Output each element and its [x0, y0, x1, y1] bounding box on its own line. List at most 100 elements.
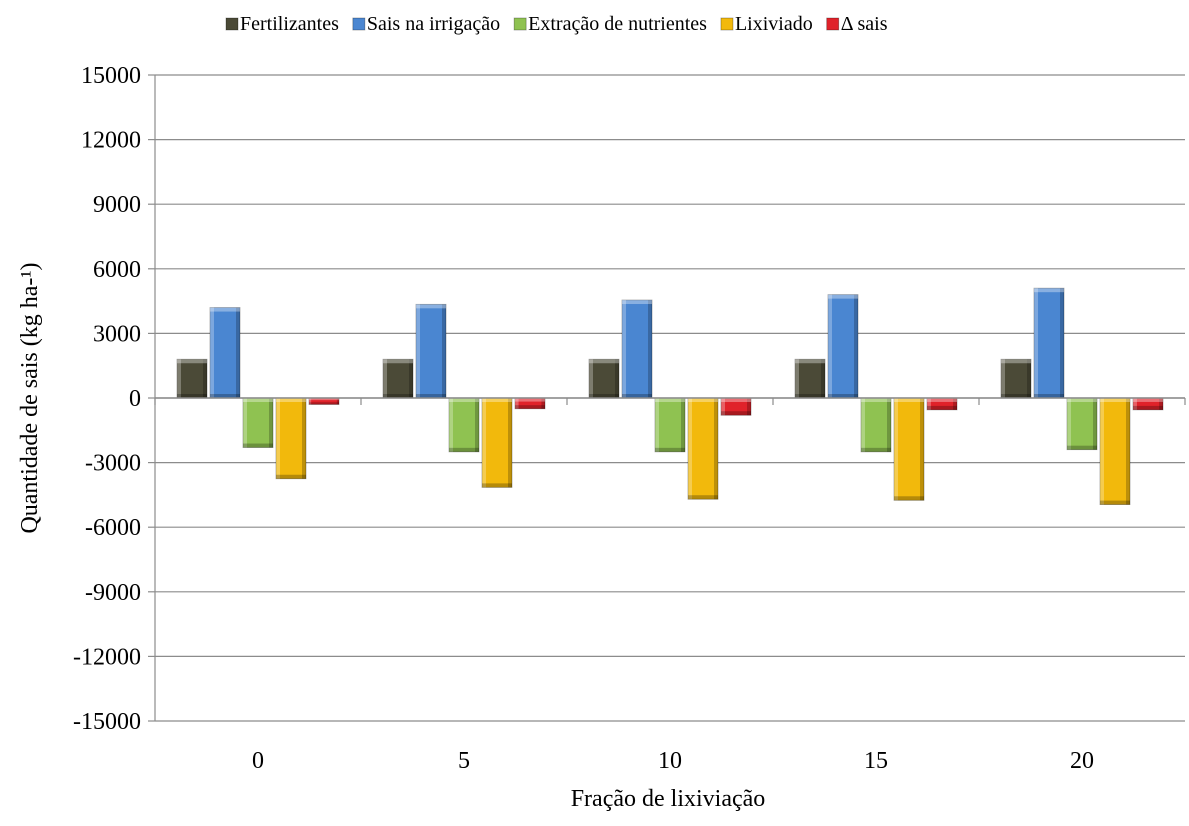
bar-extracao-de-nutrientes	[860, 397, 892, 453]
legend-swatch	[352, 17, 366, 31]
bar-extracao-de-nutrientes	[448, 397, 480, 453]
bar-bevel	[747, 398, 751, 416]
bar-bevel	[821, 359, 825, 398]
bar-fertilizantes-body	[176, 358, 208, 399]
bar-fertilizantes-body	[588, 358, 620, 399]
bar-bevel	[688, 495, 718, 500]
bar-lixiviado	[1099, 397, 1131, 505]
legend-label: Lixiviado	[735, 13, 813, 35]
legend-item-sais-na-irrigacao: Sais na irrigação	[352, 13, 500, 35]
legend-item-lixiviado: Lixiviado	[720, 13, 813, 35]
bar-extracao-de-nutrientes-body	[860, 397, 892, 453]
x-tick-label: 20	[1070, 748, 1094, 774]
bar-sais-na-irrigacao	[1033, 287, 1065, 399]
bar-bevel	[508, 398, 512, 488]
bar-bevel	[894, 398, 924, 402]
bar-bevel	[655, 398, 685, 402]
bar-bevel	[861, 398, 865, 452]
bar-bevel	[416, 394, 446, 398]
bar-bevel	[589, 394, 619, 398]
legend-label: Δ sais	[841, 13, 888, 35]
bar-fertilizantes	[1000, 358, 1032, 399]
x-tick-label: 15	[864, 748, 888, 774]
bar-sais	[308, 397, 340, 405]
legend-swatch	[225, 17, 239, 31]
bar-bevel	[243, 443, 273, 448]
y-tick-label: 0	[129, 386, 141, 412]
bar-bevel	[688, 398, 692, 500]
bar-bevel	[1001, 394, 1031, 398]
y-tick-label: -3000	[85, 451, 141, 477]
bar-sais-na-irrigacao-body	[415, 303, 447, 399]
bar-bevel	[1001, 359, 1005, 398]
bar-bevel	[1133, 405, 1163, 410]
bar-bevel	[309, 398, 312, 405]
bar-bevel	[302, 398, 306, 479]
bar-bevel	[416, 304, 446, 309]
bar-bevel	[482, 398, 512, 402]
bar-bevel	[1034, 288, 1038, 398]
bar-bevel	[1126, 398, 1130, 505]
bar-extracao-de-nutrientes-body	[448, 397, 480, 453]
bar-sais-na-irrigacao	[827, 294, 859, 399]
bar-bevel	[861, 447, 891, 452]
bar-lixiviado	[893, 397, 925, 501]
bar-fertilizantes-body	[794, 358, 826, 399]
bar-bevel	[482, 483, 512, 488]
legend-swatch	[513, 17, 527, 31]
bar-bevel	[449, 398, 453, 452]
bar-bevel	[828, 394, 858, 398]
x-tick-label: 0	[252, 748, 264, 774]
bar-bevel	[714, 398, 718, 500]
bar-lixiviado-body	[893, 397, 925, 501]
bar-bevel	[721, 398, 725, 416]
bar-bevel	[1093, 398, 1097, 450]
bar-bevel	[927, 405, 957, 410]
bar-bevel	[276, 398, 280, 479]
bar-sais-na-irrigacao-body	[827, 294, 859, 399]
bar-bevel	[589, 359, 619, 364]
bar-bevel	[589, 359, 593, 398]
y-tick-label: 9000	[93, 192, 141, 218]
x-tick-labels: 0 5 10 15 20	[252, 748, 1094, 774]
bar-bevel	[236, 307, 240, 398]
bar-bevel	[1001, 359, 1031, 364]
bar-bevel	[622, 394, 652, 398]
bar-bevel	[475, 398, 479, 452]
bar-bevel	[515, 398, 545, 402]
bar-bevel	[1133, 398, 1163, 402]
legend-label: Extração de nutrientes	[528, 13, 707, 35]
bar-bevel	[416, 304, 420, 398]
legend-label: Sais na irrigação	[367, 13, 500, 35]
bar-extracao-de-nutrientes	[654, 397, 686, 453]
y-tick-label: 3000	[93, 321, 141, 347]
y-tick-label: -9000	[85, 580, 141, 606]
x-tick-label: 10	[658, 748, 682, 774]
bar-fertilizantes	[794, 358, 826, 399]
bar-bevel	[276, 398, 306, 402]
bar-bevel	[541, 398, 545, 409]
bar-bevel	[721, 411, 751, 416]
bar-bevel	[648, 300, 652, 398]
bar-sais-na-irrigacao-body	[621, 299, 653, 399]
bar-bevel	[449, 398, 479, 402]
bar-bevel	[622, 300, 652, 305]
bar-bevel	[1100, 398, 1130, 402]
bar-bevel	[1067, 398, 1071, 450]
bar-fertilizantes-body	[1000, 358, 1032, 399]
bar-bevel	[177, 359, 207, 364]
bar-extracao-de-nutrientes-body	[1066, 397, 1098, 451]
bar-bevel	[927, 398, 957, 402]
legend-item-extracao-de-nutrientes: Extração de nutrientes	[513, 13, 707, 35]
y-tick-label: -6000	[85, 515, 141, 541]
bar-bevel	[210, 307, 240, 312]
bar-bevel	[383, 359, 387, 398]
x-axis-title: Fração de lixiviação	[571, 786, 766, 812]
bar-bevel	[309, 398, 339, 401]
bar-extracao-de-nutrientes	[242, 397, 274, 448]
bar-bevel	[449, 447, 479, 452]
bar-bevel	[276, 474, 306, 479]
bar-bevel	[688, 398, 718, 402]
bar-bevel	[721, 398, 751, 402]
bar-bevel	[854, 294, 858, 398]
